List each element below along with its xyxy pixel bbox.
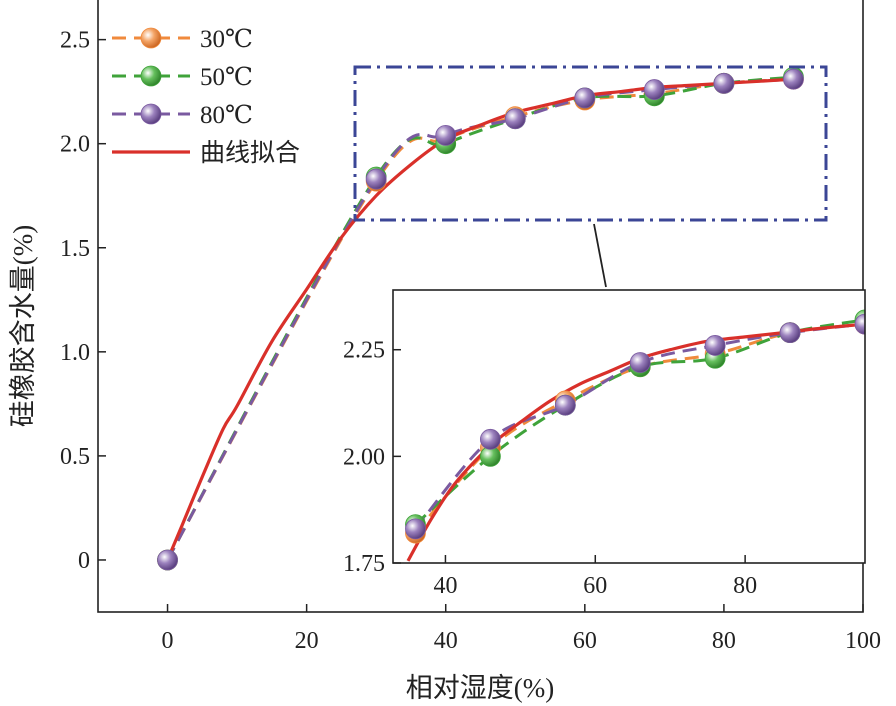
- main-point-80: [504, 108, 526, 130]
- main-y-tick-label: 2.0: [60, 132, 90, 158]
- main-series-layer: [157, 66, 804, 571]
- inset-x-tick-label: 80: [733, 573, 757, 599]
- inset-point-80: [704, 335, 726, 356]
- main-x-tick-label: 80: [712, 628, 736, 654]
- legend-label-s3: 曲线拟合: [200, 139, 300, 167]
- main-y-tick-label: 1.5: [60, 236, 90, 262]
- main-x-tick-label: 40: [434, 628, 458, 654]
- main-point-80: [713, 72, 735, 94]
- inset-point-80: [779, 322, 801, 344]
- zoom-connector-line: [593, 223, 607, 288]
- main-x-tick-label: 100: [845, 628, 881, 654]
- legend-label-30: 30℃: [200, 26, 253, 53]
- legend-label-80: 80℃: [200, 102, 253, 129]
- inset-point-80: [629, 352, 651, 373]
- main-point-80: [157, 549, 178, 571]
- y-axis-label: 硅橡胶含水量(%): [8, 225, 38, 427]
- inset-series-layer: [405, 309, 865, 562]
- inset-axis-ticks: [393, 348, 746, 564]
- inset-point-80: [405, 518, 426, 540]
- inset-point-80: [554, 394, 576, 416]
- main-y-tick-label: 0.5: [60, 444, 90, 470]
- zoom-region-box: [353, 65, 828, 222]
- inset-plot-frame: [392, 289, 866, 564]
- inset-y-tick-label: 1.75: [343, 551, 385, 577]
- legend-label-50: 50℃: [200, 64, 253, 91]
- inset-point-80: [854, 313, 865, 335]
- main-x-tick-label: 60: [573, 628, 597, 654]
- legend-marker-80: [140, 103, 162, 125]
- inset-fit-curve: [406, 322, 865, 562]
- legend-marker-30: [140, 27, 162, 49]
- inset-point-80: [479, 428, 501, 450]
- legend-marker-50: [140, 65, 162, 87]
- inset-x-tick-label: 40: [433, 573, 457, 599]
- main-point-80: [365, 168, 387, 190]
- main-x-tick-label: 0: [162, 628, 174, 654]
- inset-y-tick-label: 2.00: [343, 444, 385, 470]
- inset-y-tick-label: 2.25: [343, 338, 385, 364]
- main-point-80: [643, 79, 665, 100]
- x-axis-label: 相对湿度(%): [406, 673, 554, 703]
- inset-x-tick-label: 60: [583, 573, 607, 599]
- main-point-80: [783, 68, 804, 90]
- main-y-tick-label: 0: [78, 548, 90, 574]
- legend: 30℃ 50℃ 80℃ 曲线拟合: [112, 26, 300, 167]
- main-x-tick-label: 20: [295, 628, 319, 654]
- main-tick-labels: 0 20 40 60 80 100 0 0.5 1.0 1.5 2.0 2.5: [60, 28, 881, 654]
- main-y-tick-label: 1.0: [60, 340, 90, 366]
- inset-tick-labels: 40 60 80 1.75 2.00 2.25: [343, 338, 757, 599]
- main-point-80: [574, 87, 596, 109]
- main-axis-ticks: [98, 38, 864, 612]
- main-point-80: [435, 124, 457, 146]
- main-y-tick-label: 2.5: [60, 28, 90, 54]
